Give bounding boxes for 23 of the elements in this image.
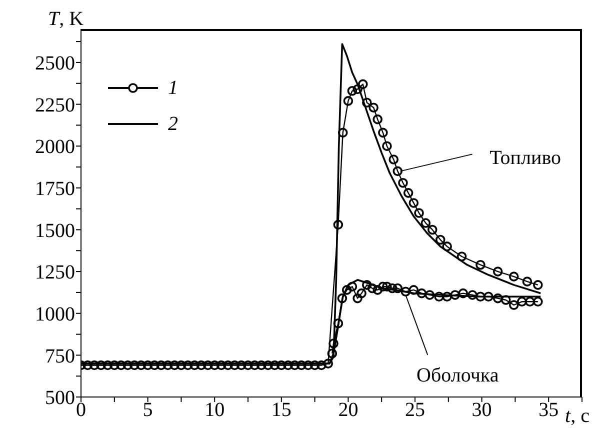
legend-label: 1 [168,76,178,100]
y-tick-label: 1000 [35,303,75,326]
legend-label: 2 [168,112,178,136]
x-tick-label: 25 [405,399,425,422]
y-tick-label: 750 [45,345,75,368]
x-tick-label: 10 [204,399,225,422]
y-axis-title: T, K [48,8,84,30]
y-tick-label: 2250 [35,94,75,116]
x-tick-label: 15 [271,399,292,422]
y-tick-label: 1250 [35,262,75,284]
annotation: Оболочка [416,364,499,387]
annotation: Топливо [490,146,562,169]
y-tick-label: 1500 [35,220,75,242]
y-tick-label: 500 [45,387,75,410]
x-tick-label: 5 [142,399,153,422]
x-tick-label: 0 [76,399,86,422]
x-tick-label: 20 [338,399,358,422]
x-tick-label: 30 [472,399,492,422]
x-tick-label: 35 [538,399,559,422]
x-axis-title: t, c [565,405,590,427]
y-tick-label: 1750 [35,178,75,200]
y-tick-label: 2000 [35,136,75,158]
y-tick-label: 2500 [35,52,75,75]
